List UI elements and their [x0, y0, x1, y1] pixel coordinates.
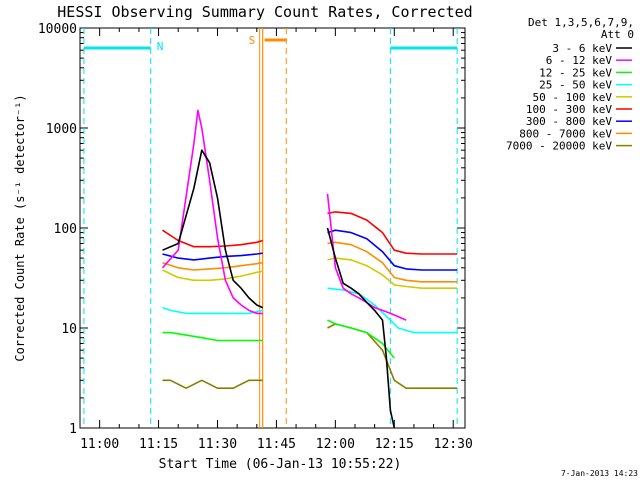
y-tick-label: 10000: [38, 22, 77, 37]
legend-label: 50 - 100 keV: [533, 91, 613, 104]
series-line-3-6kev: [326, 227, 396, 429]
legend-label: 25 - 50 keV: [539, 79, 612, 92]
y-axis-label: Corrected Count Rate (s⁻¹ detector⁻¹): [13, 94, 27, 361]
series-line-7000-20000kev: [162, 379, 263, 390]
legend-header-2: Att 0: [601, 28, 634, 41]
series-line-100-300kev: [162, 229, 263, 248]
series-line-50-100kev: [162, 269, 263, 282]
series-line-300-800kev: [162, 252, 263, 261]
x-tick-label: 11:00: [80, 437, 119, 452]
legend-label: 3 - 6 keV: [552, 42, 612, 55]
x-tick-label: 11:15: [139, 437, 178, 452]
legend-label: 100 - 300 keV: [526, 103, 612, 116]
x-tick-label: 12:00: [316, 437, 355, 452]
y-tick-label: 100: [54, 222, 77, 237]
series-line-300-800kev: [327, 229, 458, 271]
legend-label: 7000 - 20000 keV: [506, 140, 612, 153]
x-tick-label: 12:30: [434, 437, 473, 452]
series-line-12-25kev: [162, 331, 263, 342]
timestamp: 7-Jan-2013 14:23: [561, 469, 638, 478]
legend-label: 300 - 800 keV: [526, 115, 612, 128]
legend-label: 12 - 25 keV: [539, 66, 612, 79]
series-line-50-100kev: [327, 257, 458, 290]
saa-flag-label: S: [249, 34, 256, 47]
series-line-3-6kev: [162, 149, 264, 309]
y-tick-label: 10: [61, 322, 77, 337]
x-axis-label: Start Time (06-Jan-13 10:55:22): [159, 457, 402, 472]
night-flag-label: N: [157, 40, 164, 53]
series-line-6-12kev: [161, 109, 263, 315]
series-line-800-7000kev: [327, 241, 458, 283]
legend-label: 6 - 12 keV: [546, 54, 613, 67]
x-tick-label: 12:15: [375, 437, 414, 452]
y-tick-label: 1000: [46, 122, 77, 137]
series-line-800-7000kev: [162, 261, 263, 271]
plot-layer: 1 10 100 1000 10000 11:00 11:15 11:30 11:45 12:00…: [38, 22, 632, 452]
x-tick-label: 11:30: [198, 437, 237, 452]
series-line-25-50kev: [162, 306, 263, 315]
legend-label: 800 - 7000 keV: [519, 127, 612, 140]
chart-title: HESSI Observing Summary Count Rates, Cor…: [57, 3, 472, 21]
series-line-100-300kev: [327, 211, 458, 255]
plot-frame: [79, 27, 466, 429]
y-tick-label: 1: [69, 422, 77, 437]
x-tick-label: 11:45: [257, 437, 296, 452]
series-line-25-50kev: [327, 287, 458, 334]
legend-header-1: Det 1,3,5,6,7,9,: [528, 16, 634, 29]
